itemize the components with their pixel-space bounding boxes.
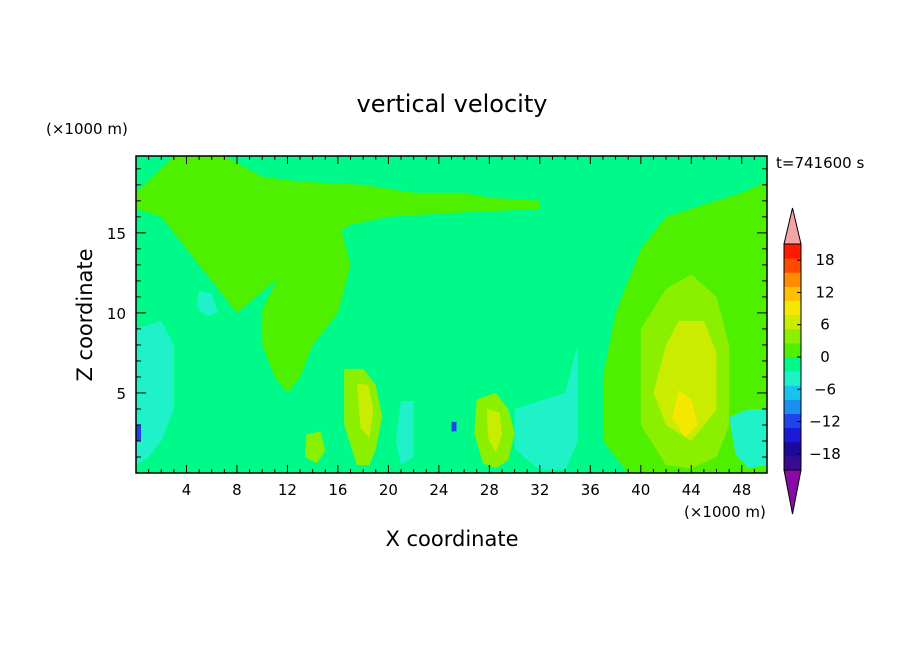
x-tick-label: 40 bbox=[631, 481, 650, 499]
time-label: t=741600 s bbox=[776, 154, 864, 172]
colorbar-swatch bbox=[784, 300, 801, 316]
contour-region-5 bbox=[672, 389, 698, 438]
contour-region-1 bbox=[262, 216, 351, 393]
colorbar: 18 12 6 0 −6 −12 −18 bbox=[783, 207, 841, 515]
contour-region-11 bbox=[136, 320, 174, 465]
contour-region-15 bbox=[396, 401, 414, 465]
colorbar-tick-label: −18 bbox=[809, 445, 841, 463]
x-tick-label: 20 bbox=[379, 481, 398, 499]
colorbar-tick-label: −6 bbox=[814, 380, 836, 398]
colorbar-swatch bbox=[784, 441, 801, 457]
colorbar-swatch bbox=[784, 357, 801, 372]
x-tick-label: 48 bbox=[732, 481, 751, 499]
contour-region-12 bbox=[514, 344, 578, 470]
colorbar-swatch bbox=[784, 286, 801, 301]
colorbar-tick-label: 6 bbox=[820, 316, 830, 334]
contour-region-10 bbox=[305, 431, 326, 464]
colorbar-swatch bbox=[784, 371, 801, 386]
colorbar-swatch bbox=[784, 328, 801, 344]
colorbar-swatch bbox=[784, 399, 801, 414]
y-tick-label: 15 bbox=[107, 225, 126, 243]
colorbar-swatch bbox=[784, 272, 801, 287]
x-tick-label: 44 bbox=[682, 481, 701, 499]
chart-title: vertical velocity bbox=[357, 90, 548, 118]
colorbar-swatch bbox=[784, 455, 801, 471]
x-tick-label: 4 bbox=[182, 481, 192, 499]
colorbar-swatch bbox=[784, 314, 801, 330]
contour-region-14 bbox=[196, 290, 218, 317]
colorbar-tick-label: 0 bbox=[820, 348, 830, 366]
y-axis-label: Z coordinate bbox=[73, 248, 97, 381]
colorbar-swatch bbox=[784, 342, 801, 358]
contour-regions bbox=[136, 156, 767, 473]
colorbar-tick-label: −12 bbox=[809, 413, 841, 431]
x-tick-label: 28 bbox=[480, 481, 499, 499]
x-axis-unit: (×1000 m) bbox=[684, 503, 766, 521]
colorbar-swatch bbox=[784, 258, 801, 273]
colorbar-over-arrow bbox=[783, 207, 802, 245]
x-tick-label: 24 bbox=[429, 481, 448, 499]
colorbar-swatch bbox=[784, 244, 801, 259]
colorbar-swatch bbox=[784, 385, 801, 400]
y-tick-label: 5 bbox=[116, 385, 126, 403]
colorbar-swatch bbox=[784, 427, 801, 443]
contour-region-4 bbox=[653, 320, 717, 441]
x-tick-label: 32 bbox=[530, 481, 549, 499]
x-ticks: 4 8 12 16 20 24 28 32 36 40 44 48 bbox=[148, 156, 755, 499]
contour-region-13 bbox=[729, 409, 767, 469]
y-tick-label: 10 bbox=[107, 305, 126, 323]
contour-region-7 bbox=[356, 383, 374, 438]
contour-region-9 bbox=[486, 409, 502, 453]
y-ticks: 5 10 15 bbox=[107, 168, 767, 458]
contour-region-17 bbox=[451, 421, 457, 432]
x-tick-label: 8 bbox=[232, 481, 242, 499]
x-tick-label: 12 bbox=[278, 481, 297, 499]
colorbar-under-arrow bbox=[783, 469, 802, 515]
colorbar-tick-label: 18 bbox=[815, 251, 834, 269]
y-axis-unit: (×1000 m) bbox=[46, 120, 128, 138]
colorbar-tick-label: 12 bbox=[815, 283, 834, 301]
contour-region-16 bbox=[136, 425, 141, 441]
x-tick-label: 36 bbox=[581, 481, 600, 499]
x-tick-label: 16 bbox=[328, 481, 347, 499]
x-axis-label: X coordinate bbox=[385, 527, 518, 551]
contour-region-0 bbox=[136, 156, 540, 313]
colorbar-swatch bbox=[784, 413, 801, 429]
